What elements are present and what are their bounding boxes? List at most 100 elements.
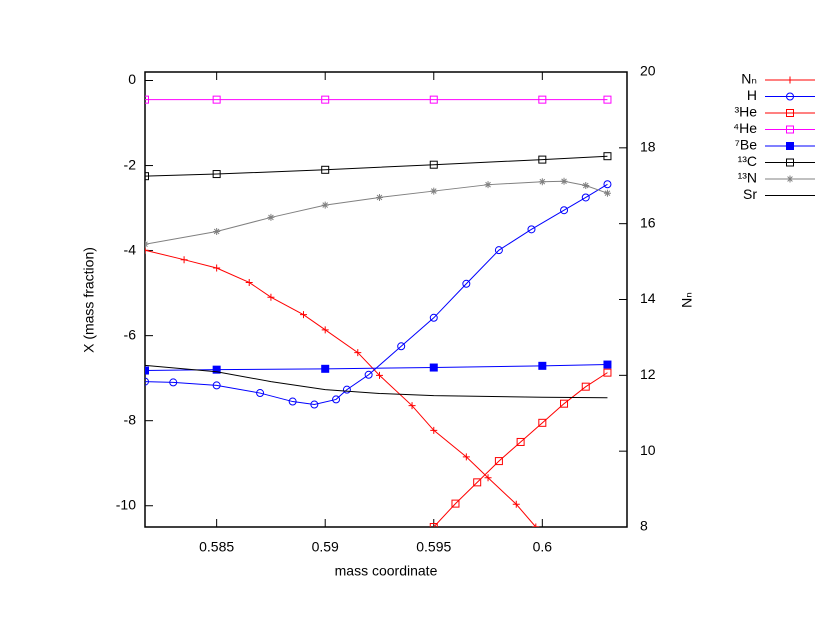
marker (786, 92, 794, 101)
y-tick-label: -4 (124, 241, 137, 257)
marker (213, 264, 221, 272)
legend-label: ³He (734, 104, 757, 120)
marker (342, 385, 351, 394)
marker (212, 95, 221, 104)
marker (429, 363, 438, 372)
y-tick-label: -10 (116, 496, 136, 512)
marker (560, 399, 569, 408)
marker (429, 523, 438, 527)
marker (484, 181, 492, 189)
marker (288, 397, 297, 406)
marker (451, 499, 460, 508)
marker (512, 500, 520, 508)
marker (582, 182, 590, 190)
y-axis-label: X (mass fraction) (81, 247, 97, 353)
series-line (145, 364, 608, 372)
series-line (145, 183, 608, 406)
marker (786, 125, 794, 134)
x-axis-label: mass coordinate (335, 563, 438, 579)
marker (299, 311, 307, 319)
legend-label: ⁷Be (735, 137, 757, 153)
marker (180, 256, 188, 264)
marker (603, 95, 612, 104)
marker (212, 381, 221, 390)
marker (430, 426, 438, 434)
marker (397, 342, 406, 351)
marker (375, 371, 383, 379)
marker (212, 170, 221, 179)
y-tick-label: -6 (124, 326, 137, 342)
legend-label: ¹³C (738, 153, 757, 169)
legend-label: H (747, 87, 757, 103)
series-line (145, 364, 608, 399)
marker (786, 142, 794, 150)
y2-tick-label: 20 (640, 63, 656, 79)
marker (321, 201, 329, 209)
marker (430, 187, 438, 195)
marker (560, 177, 568, 185)
marker (332, 395, 341, 404)
marker (581, 193, 590, 202)
marker (484, 474, 492, 482)
marker (527, 225, 536, 234)
series-line (145, 155, 608, 177)
marker (538, 418, 547, 427)
marker (462, 453, 470, 461)
marker (321, 165, 330, 174)
marker (429, 160, 438, 169)
marker (560, 206, 569, 215)
y2-tick-label: 12 (640, 366, 656, 382)
marker (145, 246, 149, 254)
marker (364, 370, 373, 379)
x-tick-label: 0.59 (312, 539, 339, 555)
marker (267, 213, 275, 221)
marker (786, 158, 794, 167)
y-tick-label: -8 (124, 411, 137, 427)
y2-tick-label: 10 (640, 442, 656, 458)
marker (145, 377, 149, 386)
marker (538, 361, 547, 370)
marker (603, 180, 612, 189)
marker (429, 95, 438, 104)
marker (212, 365, 221, 374)
marker (354, 349, 362, 357)
marker (538, 178, 546, 186)
marker (786, 109, 794, 117)
marker (145, 95, 149, 104)
marker (429, 313, 438, 322)
series-line (145, 180, 608, 245)
marker (786, 175, 794, 183)
marker (494, 246, 503, 255)
x-tick-label: 0.585 (199, 539, 234, 555)
marker (786, 76, 794, 84)
marker (145, 172, 149, 181)
marker (145, 366, 149, 375)
y2-tick-label: 18 (640, 139, 656, 155)
marker (256, 389, 265, 398)
legend-label: ⁴He (733, 120, 757, 136)
y2-axis-label: Nₙ (679, 292, 695, 308)
marker (321, 364, 330, 373)
plot-area (145, 95, 612, 527)
marker (603, 368, 612, 377)
x-tick-label: 0.595 (416, 539, 451, 555)
y-tick-label: -2 (124, 156, 137, 172)
legend-label: ¹³N (738, 170, 757, 186)
marker (245, 278, 253, 286)
marker (516, 437, 525, 446)
marker (145, 240, 149, 248)
marker (538, 95, 547, 104)
y2-tick-label: 16 (640, 214, 656, 230)
marker (213, 227, 221, 235)
series-line (433, 372, 608, 527)
marker (310, 400, 319, 409)
marker (538, 155, 547, 164)
marker (494, 457, 503, 466)
y2-tick-label: 8 (640, 518, 648, 534)
legend-label: Sr (743, 186, 757, 202)
x-tick-label: 0.6 (533, 539, 553, 555)
marker (473, 478, 482, 487)
marker (408, 402, 416, 410)
legend-label: Nₙ (741, 71, 757, 87)
